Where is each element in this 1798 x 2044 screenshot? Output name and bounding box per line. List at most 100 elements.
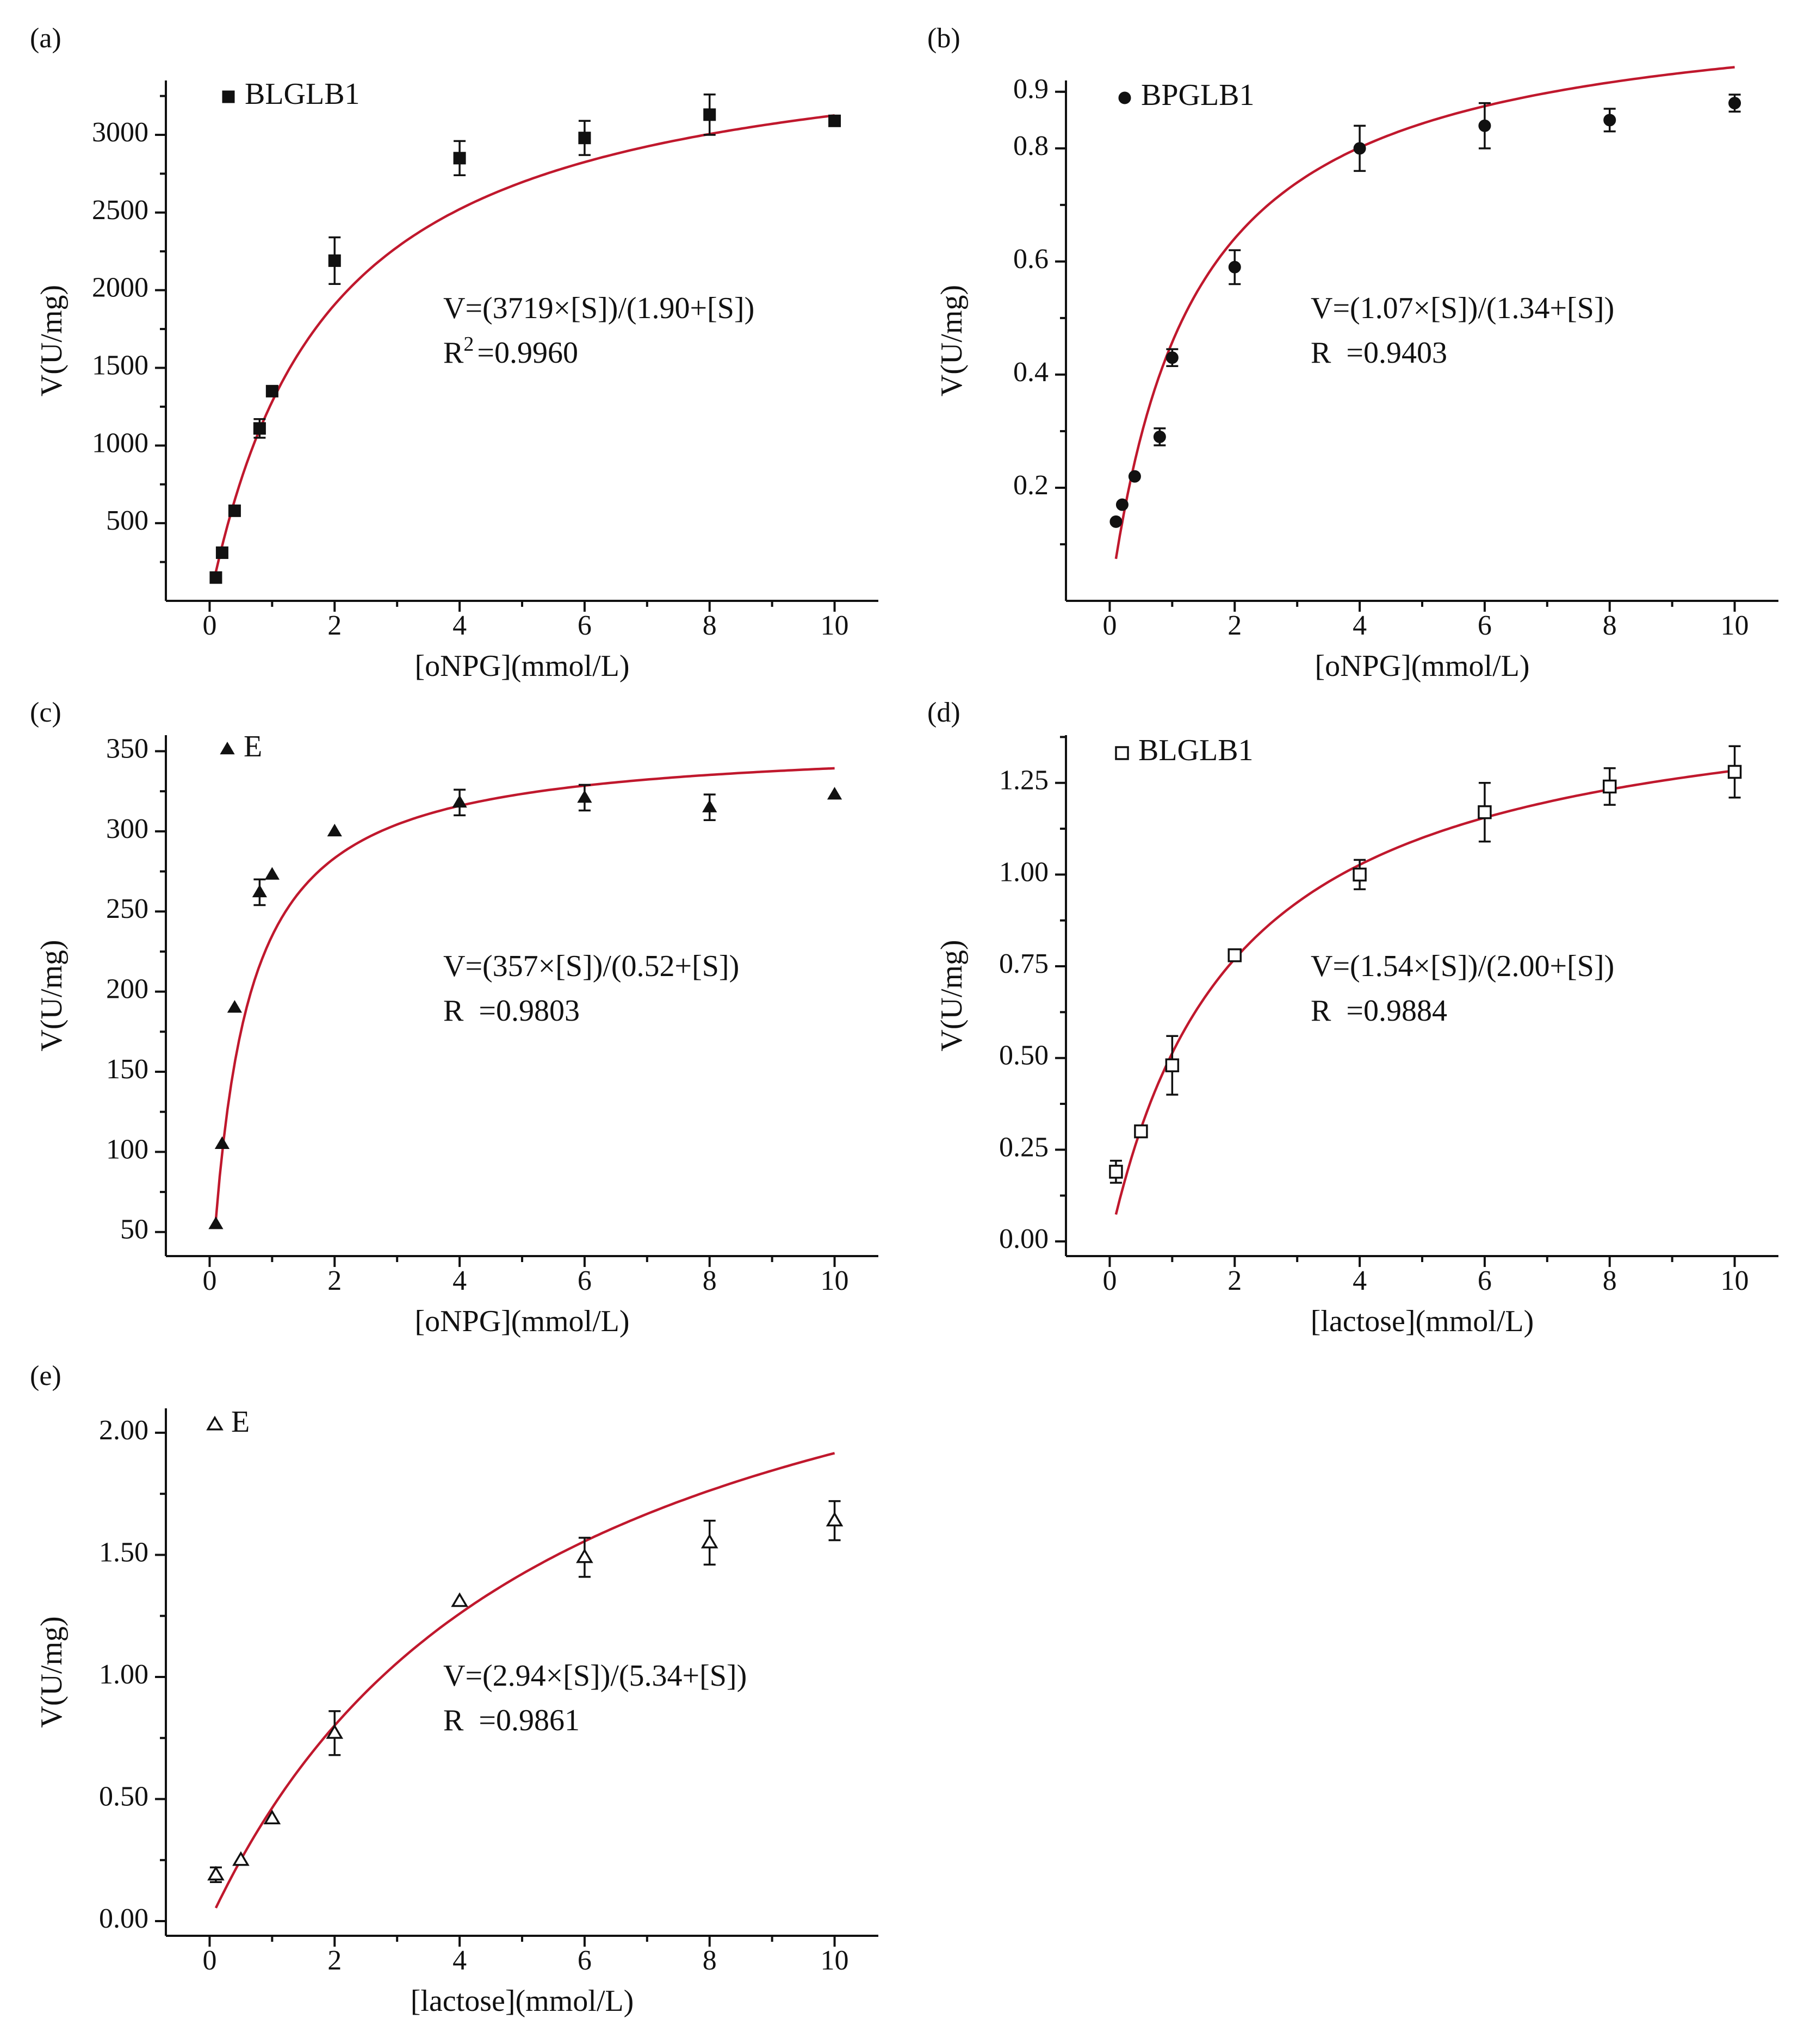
data-point (1728, 97, 1741, 110)
r-annotation: R =0.9403 (1311, 336, 1447, 370)
data-point (227, 1000, 243, 1013)
x-tick-label: 4 (1353, 610, 1367, 641)
fit-curve (214, 767, 835, 1220)
y-tick-label: 0.00 (99, 1903, 148, 1934)
panel-e: (e) 0 2 4 6 8 10 0.00 0.50 1.00 1.50 2.00 [lactose](… (30, 1360, 878, 2018)
x-axis-title: [lactose](mmol/L) (1311, 1304, 1534, 1338)
y-axis-title: V(U/mg) (935, 940, 969, 1051)
y-tick-label: 1.00 (999, 856, 1049, 887)
data-point (1115, 498, 1129, 511)
y-tick-label: 50 (120, 1214, 148, 1245)
data-point (453, 152, 466, 165)
data-point (1165, 1058, 1180, 1072)
y-tick-label: 0.00 (999, 1223, 1049, 1254)
x-tick-label: 8 (1603, 610, 1617, 641)
x-tick-label: 0 (1102, 610, 1117, 641)
y-axis-title: V(U/mg) (35, 1616, 69, 1728)
x-tick-label: 2 (327, 610, 342, 641)
data-point (700, 1533, 718, 1549)
data-point (214, 1136, 230, 1149)
legend-label: BLGLB1 (1138, 734, 1254, 767)
x-tick-label: 8 (703, 610, 717, 641)
y-tick-label: 0.75 (999, 948, 1049, 979)
legend-label: BLGLB1 (245, 77, 360, 111)
r-value: =0.9884 (1346, 994, 1447, 1028)
y-tick-label: 3000 (92, 117, 148, 148)
data-point (207, 1866, 225, 1881)
x-tick-label: 2 (1227, 1265, 1242, 1296)
data-point (1228, 260, 1241, 274)
r-label: R (1311, 994, 1331, 1028)
data-point (1727, 765, 1742, 779)
x-tick-label: 2 (327, 1265, 342, 1296)
legend-marker (1115, 746, 1129, 760)
x-tick-label: 2 (1227, 610, 1242, 641)
y-tick-label: 2.00 (99, 1415, 148, 1446)
data-point (827, 787, 842, 800)
x-tick-label: 6 (578, 610, 592, 641)
panel-c: (c) 0 2 4 6 8 10 50 100 150 200 250 300 350 [oNPG](mmo… (30, 697, 878, 1338)
data-point (208, 1216, 224, 1229)
x-axis-title: [oNPG](mmol/L) (414, 649, 629, 683)
y-tick-label: 150 (106, 1054, 148, 1085)
panel-label: (a) (30, 23, 61, 54)
data-point (576, 1548, 593, 1563)
data-point (1478, 805, 1492, 819)
fit-curve (214, 1452, 835, 1909)
y-axis-title: V(U/mg) (35, 285, 69, 396)
y-tick-label: 300 (106, 813, 148, 844)
x-tick-label: 10 (1721, 1265, 1749, 1296)
y-axis-title: V(U/mg) (935, 285, 969, 396)
x-axis-title: [lactose](mmol/L) (411, 1984, 634, 2018)
r-annotation: R =0.9861 (443, 1704, 580, 1737)
y-tick-label: 0.4 (1013, 357, 1049, 388)
x-tick-label: 4 (452, 1265, 467, 1296)
legend-label: E (244, 730, 262, 763)
legend-marker (206, 1415, 224, 1431)
fit-curve (214, 114, 835, 573)
x-tick-label: 2 (327, 1945, 342, 1976)
y-tick-label: 1500 (92, 350, 148, 381)
y-tick-label: 0.50 (999, 1040, 1049, 1071)
r-annotation: R =0.9803 (443, 994, 580, 1028)
x-tick-label: 10 (821, 1265, 849, 1296)
r-value: =0.9861 (479, 1704, 580, 1737)
data-point (232, 1851, 250, 1866)
legend-label: E (231, 1405, 250, 1439)
panel-a: (a) 0 2 4 6 8 10 500 1000 1500 2000 2500 3000 [oNPG](… (30, 23, 878, 683)
data-point (263, 1810, 281, 1824)
data-point (265, 384, 278, 397)
data-point (209, 571, 222, 584)
data-point (702, 799, 717, 812)
x-tick-label: 6 (578, 1265, 592, 1296)
y-tick-label: 0.2 (1013, 470, 1049, 501)
x-tick-label: 0 (202, 610, 216, 641)
data-point (1109, 515, 1123, 528)
x-tick-label: 0 (1102, 1265, 1117, 1296)
r-label: R (443, 1704, 464, 1737)
r-label: R (443, 994, 464, 1028)
y-tick-label: 350 (106, 733, 148, 764)
fit-equation: V=(1.07×[S])/(1.34+[S]) (1311, 291, 1614, 325)
data-point (1109, 1165, 1123, 1179)
panel-d: (d) 0 2 4 6 8 10 0.00 0.25 0.50 0.75 1.00 1.25 [lacto… (927, 697, 1778, 1338)
data-point (252, 884, 268, 898)
panel-label: (e) (30, 1360, 61, 1391)
x-axis-title: [oNPG](mmol/L) (414, 1304, 629, 1338)
y-tick-label: 1.00 (99, 1659, 148, 1690)
x-tick-label: 4 (452, 1945, 467, 1976)
fit-curve (1114, 66, 1735, 560)
y-tick-label: 0.8 (1013, 131, 1049, 161)
fit-curve (1114, 769, 1735, 1215)
data-point (264, 867, 280, 880)
y-tick-label: 1.50 (99, 1537, 148, 1568)
panel-label: (b) (927, 23, 960, 54)
data-point (703, 108, 716, 121)
x-tick-label: 8 (1603, 1265, 1617, 1296)
x-tick-label: 6 (1478, 610, 1492, 641)
y-tick-label: 1.25 (999, 765, 1049, 796)
y-tick-label: 0.6 (1013, 244, 1049, 275)
data-point (1602, 779, 1617, 794)
y-tick-label: 250 (106, 893, 148, 924)
panel-label: (c) (30, 697, 61, 728)
